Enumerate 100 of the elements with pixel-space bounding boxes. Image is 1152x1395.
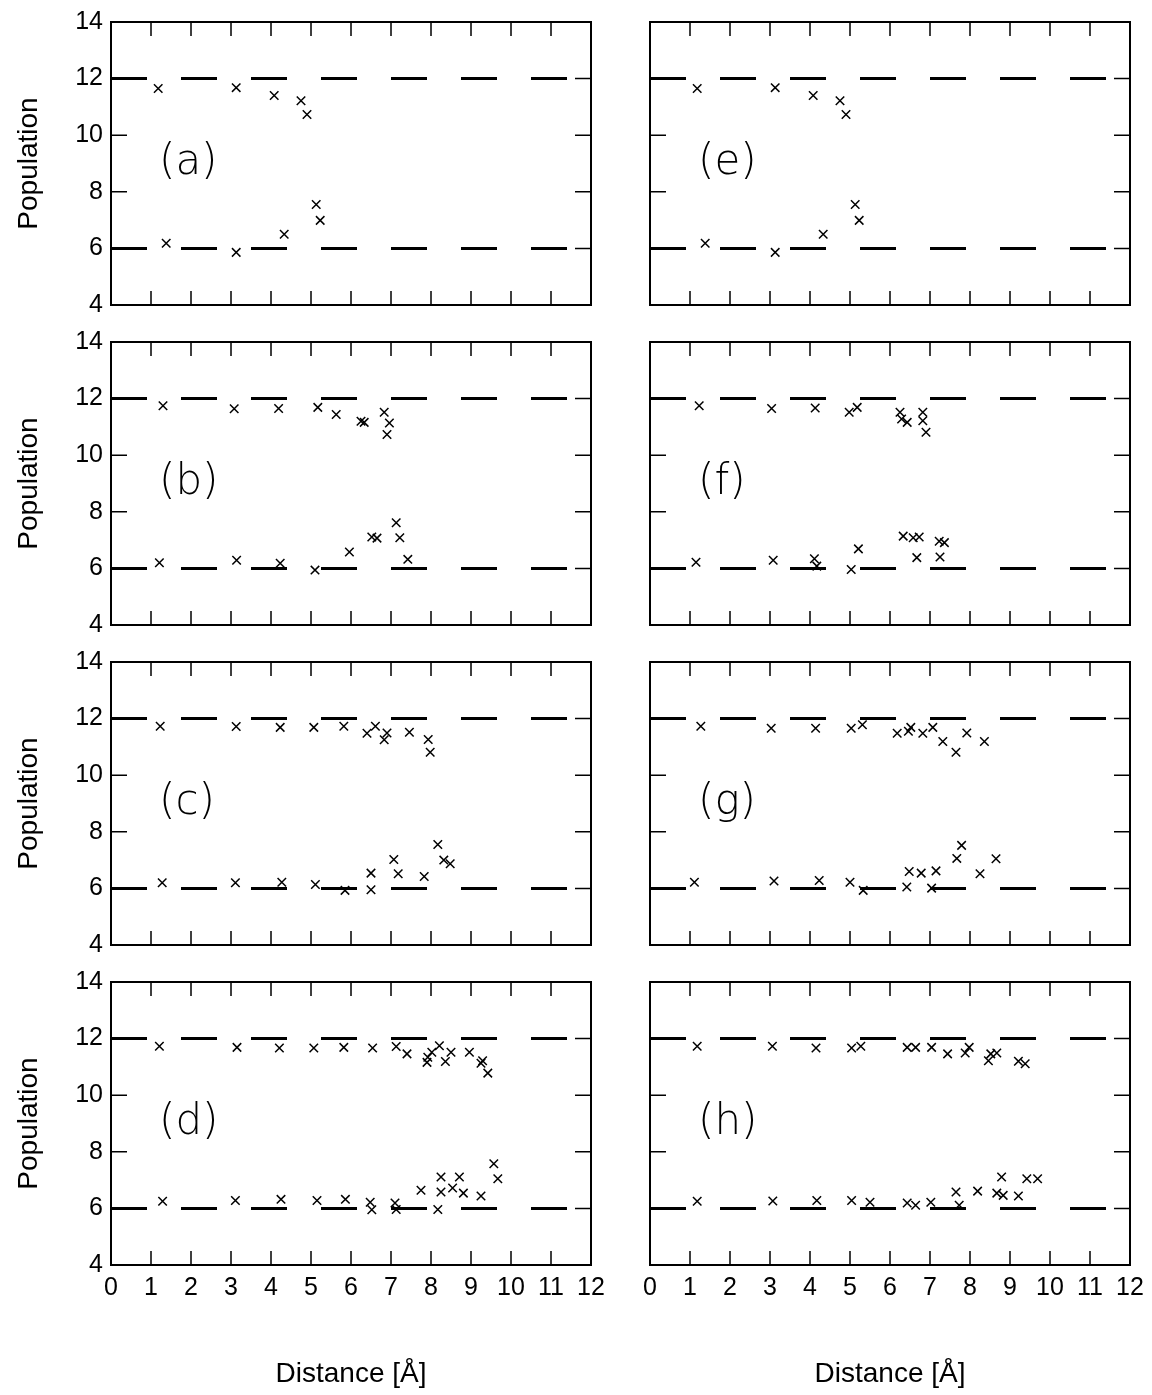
point <box>770 82 781 93</box>
x-tick-label: 10 <box>497 1271 525 1300</box>
point <box>416 1185 426 1196</box>
point <box>691 557 701 568</box>
point <box>692 1196 703 1207</box>
point <box>155 721 166 732</box>
point <box>454 1171 465 1182</box>
point <box>393 868 404 879</box>
point <box>419 871 430 882</box>
point <box>372 533 382 544</box>
y-tick-label: 8 <box>89 815 103 844</box>
point <box>935 552 945 563</box>
point <box>231 82 242 93</box>
x-tick-label: 4 <box>264 1271 279 1300</box>
point <box>991 1048 1002 1059</box>
x-tick-label: 2 <box>184 1271 198 1300</box>
y-tick-label: 6 <box>89 552 103 581</box>
point <box>689 877 700 888</box>
y-tick-label: 8 <box>89 175 103 204</box>
point <box>855 1041 866 1052</box>
point <box>902 1198 913 1209</box>
point <box>274 1042 285 1053</box>
point <box>446 1047 456 1058</box>
x-tick-label: 3 <box>763 1271 777 1300</box>
y-tick-label: 14 <box>75 965 104 994</box>
point <box>961 728 972 739</box>
point <box>910 1042 921 1053</box>
point <box>391 517 402 528</box>
x-tick-label: 0 <box>643 1271 657 1300</box>
point <box>814 875 825 886</box>
point <box>846 1195 857 1206</box>
point <box>312 402 323 413</box>
point <box>434 1040 445 1051</box>
point <box>921 427 931 438</box>
point <box>769 876 779 887</box>
point <box>865 1197 875 1208</box>
point <box>996 1171 1007 1182</box>
point <box>436 1186 446 1197</box>
x-tick-label: 11 <box>1077 1271 1103 1300</box>
point <box>230 1195 241 1206</box>
point <box>925 1197 936 1208</box>
y-tick-label: 4 <box>89 288 104 317</box>
point <box>916 868 927 879</box>
point <box>423 734 434 745</box>
point <box>310 565 320 576</box>
point <box>903 726 914 737</box>
point <box>910 1200 921 1211</box>
annotation: (b) <box>159 455 219 505</box>
point <box>979 736 990 747</box>
point <box>436 1171 446 1182</box>
y-tick-label: 14 <box>75 325 104 354</box>
point <box>927 722 938 733</box>
point <box>991 1188 1002 1199</box>
point <box>367 1042 378 1053</box>
x-tick-label: 9 <box>464 1271 478 1300</box>
x-tick-label: 0 <box>104 1271 118 1300</box>
point <box>934 536 945 547</box>
point <box>158 400 168 411</box>
x-tick-label: 7 <box>384 1271 398 1300</box>
point <box>818 229 829 240</box>
x-tick-label: 10 <box>1036 1271 1064 1300</box>
y-tick-label: 6 <box>89 1192 103 1221</box>
x-tick-label: 7 <box>923 1271 937 1300</box>
point <box>972 1186 983 1197</box>
point <box>340 885 350 896</box>
point <box>269 90 280 101</box>
point <box>315 215 326 226</box>
point <box>161 238 172 249</box>
point <box>338 721 349 732</box>
point <box>492 1173 503 1184</box>
point <box>458 1188 469 1199</box>
point <box>232 1042 242 1053</box>
point <box>388 854 399 865</box>
point <box>356 416 366 427</box>
point <box>810 402 821 413</box>
x-tick-label: 2 <box>723 1271 737 1300</box>
point <box>853 543 864 554</box>
point <box>331 409 342 420</box>
point <box>432 1204 443 1215</box>
point <box>438 855 449 866</box>
point <box>311 199 322 210</box>
point <box>767 1196 778 1207</box>
point <box>308 722 319 733</box>
x-tick-label: 12 <box>577 1271 605 1300</box>
point <box>937 736 948 747</box>
y-tick-label: 8 <box>89 495 103 524</box>
point <box>1013 1056 1024 1067</box>
y-tick-label: 12 <box>75 702 103 731</box>
y-axis-title: Population <box>11 737 43 870</box>
point <box>230 877 241 888</box>
point <box>846 564 857 575</box>
point <box>366 868 376 879</box>
point <box>926 883 937 894</box>
point <box>154 557 165 568</box>
point <box>379 407 390 418</box>
y-tick-label: 4 <box>89 608 104 637</box>
x-tick-label: 8 <box>424 1271 438 1300</box>
y-tick-label: 10 <box>75 119 103 148</box>
point <box>811 1042 821 1053</box>
point <box>964 1042 975 1053</box>
